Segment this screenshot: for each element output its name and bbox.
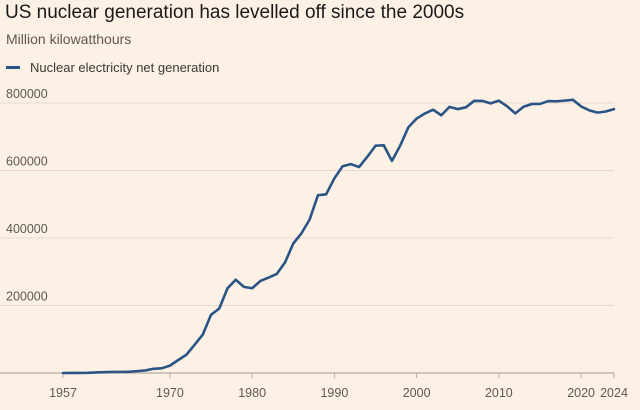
chart-subtitle: Million kilowatthours — [6, 31, 132, 47]
legend: Nuclear electricity net generation — [6, 60, 219, 75]
x-tick-label: 1990 — [320, 386, 348, 400]
x-tick-label: 2000 — [403, 386, 431, 400]
x-tick-label: 1980 — [238, 386, 266, 400]
legend-label: Nuclear electricity net generation — [30, 60, 220, 75]
series-line-nuclear-generation — [61, 98, 616, 375]
legend-swatch — [6, 66, 20, 69]
x-tick-label: 1957 — [49, 386, 77, 400]
x-tick-label: 2020 — [567, 386, 595, 400]
x-tick-label: 1970 — [156, 386, 184, 400]
y-tick-label: 200000 — [6, 290, 48, 304]
chart-title: US nuclear generation has levelled off s… — [5, 2, 465, 23]
x-tick-label: 2024 — [600, 386, 628, 400]
y-tick-label: 400000 — [6, 222, 48, 236]
x-tick-label: 2010 — [485, 386, 513, 400]
y-tick-label: 800000 — [6, 87, 48, 101]
y-tick-label: 600000 — [6, 155, 48, 169]
